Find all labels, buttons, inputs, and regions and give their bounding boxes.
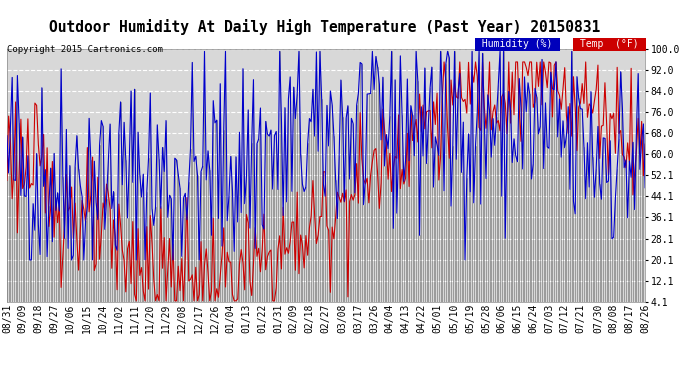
Text: Copyright 2015 Cartronics.com: Copyright 2015 Cartronics.com: [7, 45, 163, 54]
Text: Temp  (°F): Temp (°F): [574, 39, 644, 50]
Text: Humidity (%): Humidity (%): [476, 39, 558, 50]
Text: Outdoor Humidity At Daily High Temperature (Past Year) 20150831: Outdoor Humidity At Daily High Temperatu…: [49, 19, 600, 35]
